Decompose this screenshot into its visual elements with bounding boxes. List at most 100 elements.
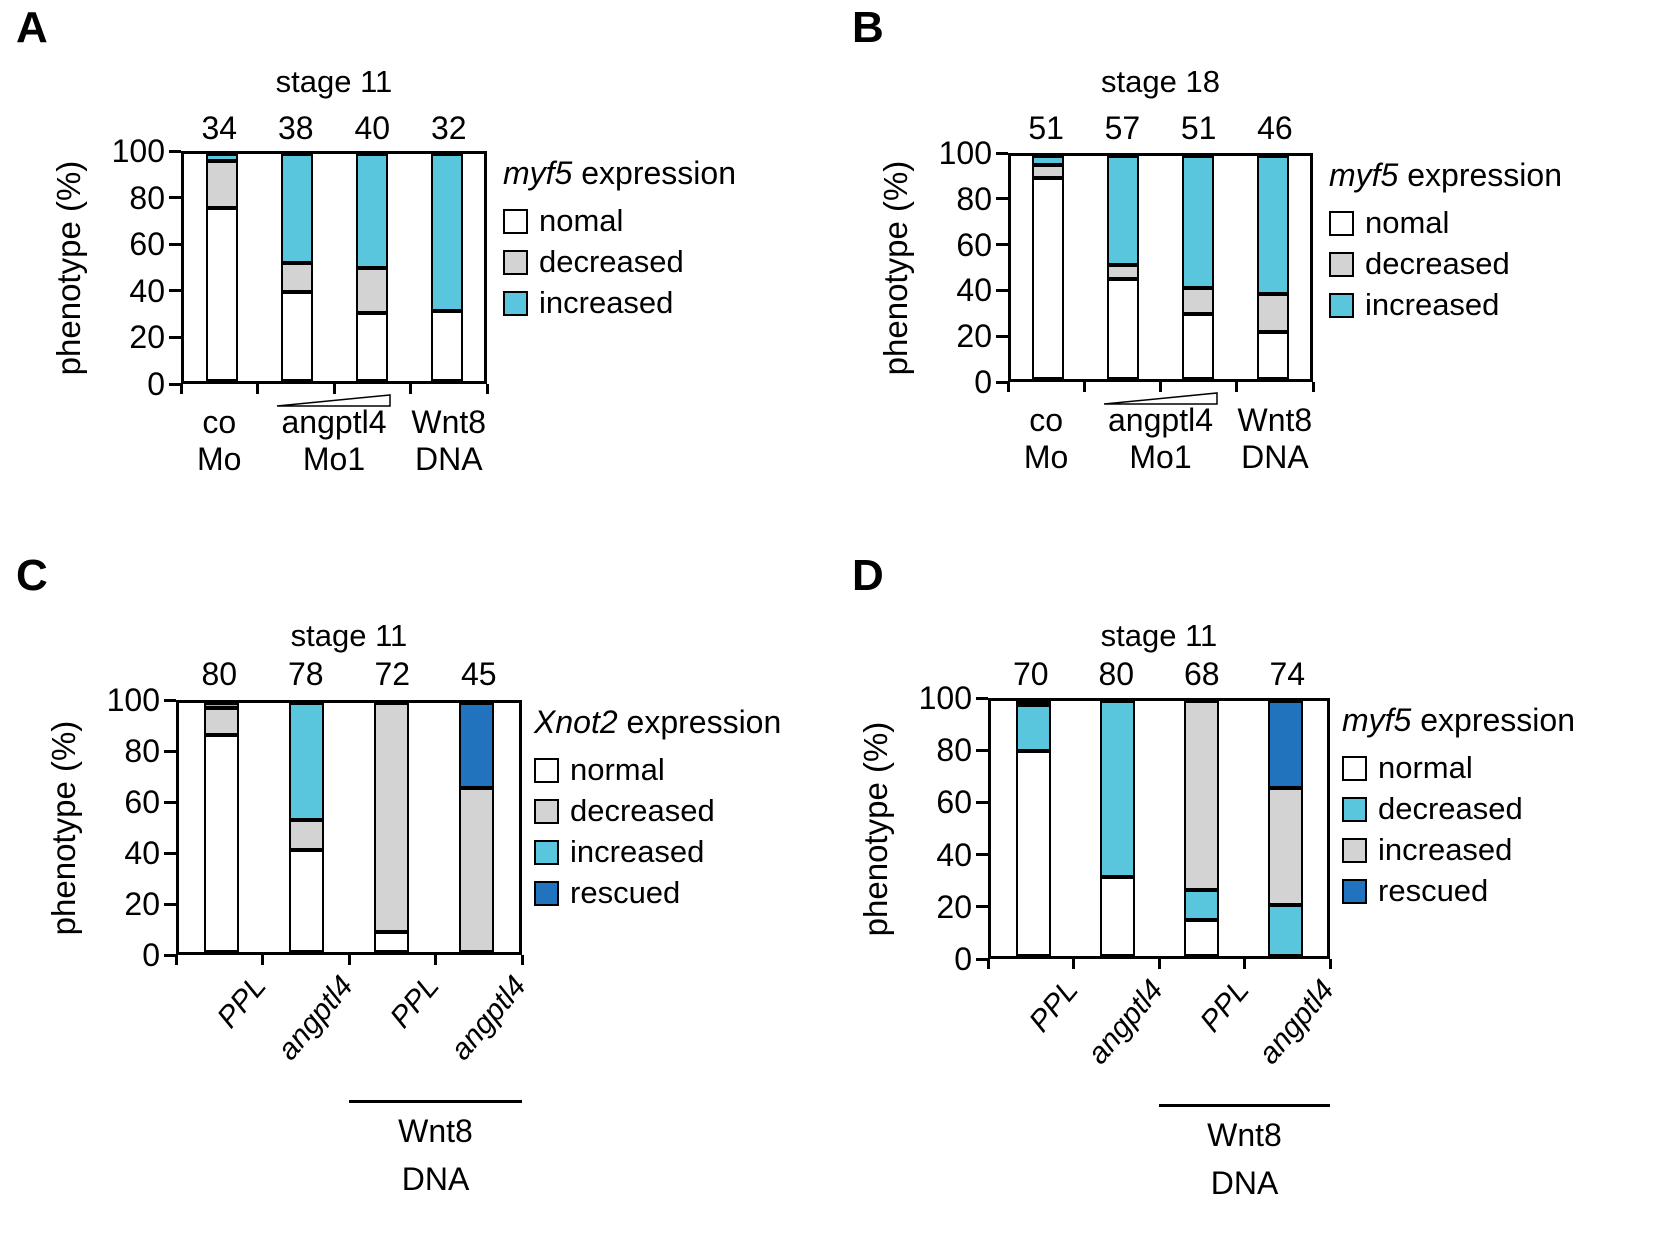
- segment-normal: [280, 292, 313, 381]
- x-group-line: angptl4: [1108, 402, 1213, 438]
- segment-decreased: [1256, 294, 1289, 333]
- x-group-line: DNA: [1241, 439, 1309, 475]
- segment-increased: [204, 703, 239, 708]
- y-axis-tick: [976, 748, 988, 752]
- segment-normal: [1181, 314, 1214, 379]
- legend-gene-name: myf5: [1342, 702, 1412, 738]
- legend-swatch-increased: [1329, 292, 1354, 318]
- legend-swatch-nomal: [1329, 210, 1354, 236]
- bar-count: 74: [1269, 656, 1306, 692]
- y-axis-tick: [169, 196, 181, 200]
- x-axis-tick: [1311, 382, 1315, 392]
- legend-swatch-increased: [534, 839, 559, 865]
- y-tick-label: 20: [936, 888, 972, 925]
- legend-title: myf5 expression: [1329, 157, 1562, 193]
- segment-increased: [1183, 701, 1219, 890]
- segment-normal: [1032, 178, 1065, 379]
- x-group-label: angptl4 Mo1: [224, 394, 444, 478]
- bar-slot: [1161, 156, 1236, 379]
- segment-decreased: [1099, 701, 1135, 877]
- legend-label: decreased: [1365, 246, 1510, 281]
- segment-increased: [1107, 156, 1140, 266]
- legend-swatch-increased: [1342, 837, 1367, 863]
- legend: myf5 expression nomal decreased increased: [503, 155, 736, 328]
- x-group-label: co Mo: [109, 404, 329, 478]
- y-tick-label: 80: [936, 732, 972, 769]
- segment-normal: [289, 849, 324, 952]
- segment-decreased: [205, 160, 238, 209]
- x-group-line: DNA: [414, 441, 483, 477]
- panel-letter: B: [852, 3, 884, 52]
- x-group-line: Wnt8: [411, 404, 487, 440]
- legend-gene-name: myf5: [503, 155, 573, 191]
- bar-slot: [264, 703, 349, 952]
- bar-count: 57: [1104, 110, 1141, 146]
- bar-count: 68: [1183, 656, 1220, 692]
- segment-normal: [355, 312, 388, 381]
- bar: [1107, 156, 1140, 379]
- x-axis-tick: [520, 955, 524, 965]
- y-axis-tick: [164, 800, 176, 804]
- legend-label: normal: [570, 752, 665, 787]
- y-tick-label: 20: [124, 886, 160, 922]
- x-axis-tick: [986, 959, 990, 969]
- legend-label: nomal: [539, 203, 624, 238]
- y-axis-tick: [996, 380, 1008, 384]
- bar-count: 70: [1012, 656, 1049, 692]
- bar-slot: [184, 154, 259, 381]
- bar: [289, 703, 324, 952]
- y-tick-label: 0: [142, 937, 160, 973]
- legend-label: rescued: [570, 875, 681, 910]
- x-axis-tick: [1235, 382, 1239, 392]
- y-tick-label: 60: [129, 226, 165, 263]
- y-axis-tick: [169, 289, 181, 293]
- x-axis-tick: [434, 955, 437, 965]
- y-tick-label: 100: [938, 135, 992, 171]
- legend: myf5 expression normal decreased increased r…: [1342, 702, 1575, 916]
- y-axis-tick: [976, 696, 988, 700]
- legend-title: myf5 expression: [1342, 702, 1575, 738]
- y-axis-tick: [169, 382, 181, 386]
- bar-count: 46: [1257, 110, 1293, 146]
- bar: [355, 154, 388, 381]
- legend-item: decreased: [1329, 248, 1562, 280]
- bar-count: 40: [354, 110, 391, 146]
- legend-title: myf5 expression: [503, 155, 736, 191]
- x-group-line: Mo1: [302, 441, 366, 477]
- segment-increased: [205, 154, 238, 161]
- wnt8-group-label-line2: DNA: [1210, 1165, 1279, 1201]
- legend-swatch-rescued: [534, 880, 559, 906]
- legend-item: nomal: [1329, 207, 1562, 239]
- x-axis-tick: [1072, 959, 1075, 969]
- bar-count: 34: [201, 110, 238, 146]
- plot-area: 0 20 40 60 80 100: [939, 135, 1315, 400]
- legend-item: increased: [1329, 289, 1562, 321]
- y-axis-tick: [976, 905, 988, 909]
- x-axis-tick: [261, 955, 264, 965]
- bar: [1256, 156, 1289, 379]
- chart-title: stage 11: [275, 64, 393, 99]
- y-tick-label: 0: [147, 366, 165, 402]
- y-tick-label: 0: [974, 364, 992, 400]
- segment-decreased: [1183, 889, 1219, 921]
- y-tick-label: 20: [129, 319, 165, 356]
- wnt8-group-label-line1: Wnt8: [1207, 1117, 1282, 1153]
- legend-item: rescued: [534, 877, 781, 909]
- wnt8-group-label-line2: DNA: [401, 1161, 470, 1197]
- legend-title: Xnot2 expression: [534, 704, 781, 740]
- x-group-line: angptl4: [281, 404, 387, 440]
- legend-title-rest: expression: [572, 155, 736, 191]
- wnt8-group-line: [1159, 1104, 1330, 1107]
- segment-normal: [205, 208, 238, 381]
- y-axis-tick: [976, 800, 988, 804]
- chart-title: stage 11: [290, 618, 408, 653]
- bar-slot: [1075, 701, 1159, 956]
- legend-item: rescued: [1342, 875, 1575, 907]
- y-tick-label: 40: [956, 272, 992, 309]
- y-tick-label: 60: [956, 226, 992, 263]
- plot-frame: [988, 698, 1330, 959]
- x-group-line: Mo: [197, 441, 242, 477]
- legend-label: decreased: [1378, 791, 1523, 826]
- segment-rescued: [459, 703, 494, 788]
